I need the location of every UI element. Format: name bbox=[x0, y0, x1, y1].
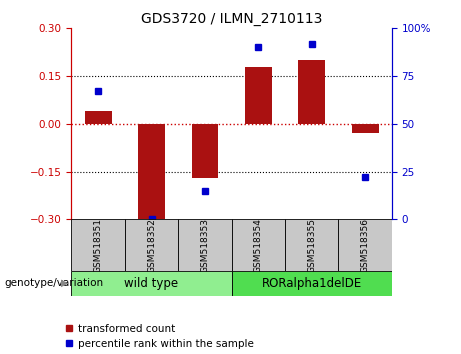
Title: GDS3720 / ILMN_2710113: GDS3720 / ILMN_2710113 bbox=[141, 12, 322, 26]
Bar bbox=[138, 124, 165, 219]
Text: GSM518356: GSM518356 bbox=[361, 218, 370, 273]
Bar bbox=[245, 67, 272, 124]
Bar bbox=[85, 111, 112, 124]
Text: ▶: ▶ bbox=[61, 278, 68, 288]
Bar bbox=[125, 219, 178, 271]
Text: wild type: wild type bbox=[124, 277, 178, 290]
Bar bbox=[352, 124, 378, 133]
Bar bbox=[192, 124, 219, 178]
Bar bbox=[71, 271, 231, 296]
Bar bbox=[231, 219, 285, 271]
Legend: transformed count, percentile rank within the sample: transformed count, percentile rank withi… bbox=[65, 324, 254, 349]
Bar bbox=[298, 60, 325, 124]
Bar bbox=[231, 271, 392, 296]
Text: GSM518353: GSM518353 bbox=[201, 218, 209, 273]
Bar bbox=[178, 219, 231, 271]
Text: GSM518352: GSM518352 bbox=[147, 218, 156, 273]
Text: RORalpha1delDE: RORalpha1delDE bbox=[262, 277, 362, 290]
Bar bbox=[285, 219, 338, 271]
Text: GSM518351: GSM518351 bbox=[94, 218, 103, 273]
Bar bbox=[71, 219, 125, 271]
Text: genotype/variation: genotype/variation bbox=[5, 278, 104, 288]
Text: GSM518355: GSM518355 bbox=[307, 218, 316, 273]
Text: GSM518354: GSM518354 bbox=[254, 218, 263, 273]
Bar bbox=[338, 219, 392, 271]
